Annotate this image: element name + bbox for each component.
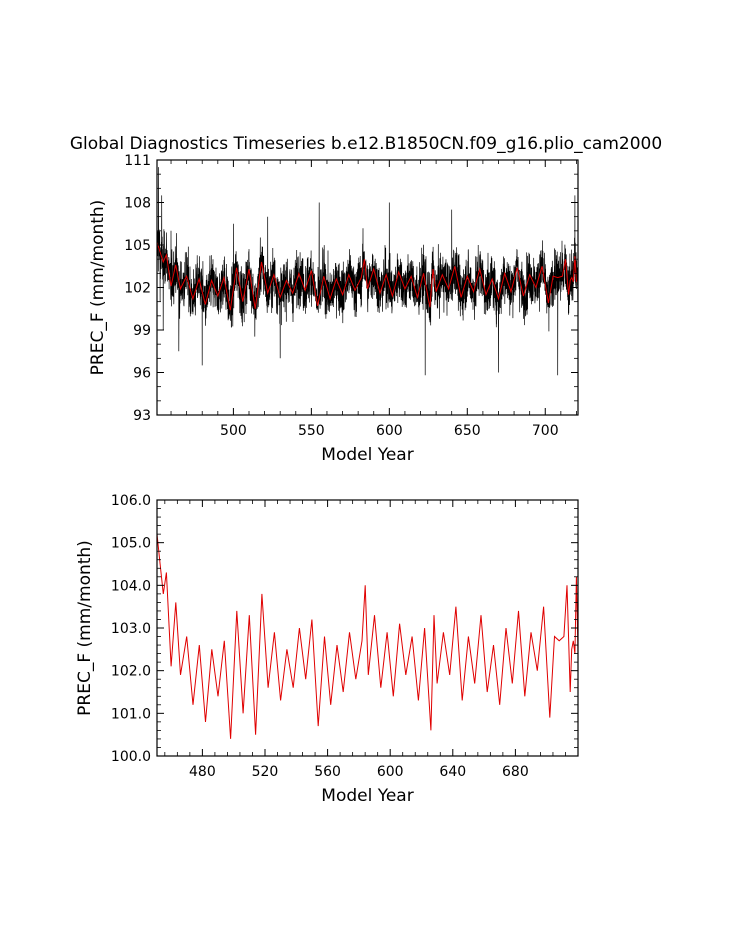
y-tick-label: 99 (133, 323, 151, 339)
y-tick-label: 96 (133, 366, 151, 382)
x-tick-label: 480 (189, 764, 216, 780)
x-tick-label: 500 (220, 423, 247, 439)
top-panel: 500 550 600 650 700 93 96 99 102 105 108 111 Model Y… (88, 153, 579, 465)
x-tick-label: 560 (314, 764, 341, 780)
x-tick-label: 600 (376, 423, 403, 439)
x-tick-label: 600 (377, 764, 404, 780)
series-line-monthly (156, 167, 579, 376)
y-tick-label: 101.0 (111, 706, 151, 722)
y-tick-label: 104.0 (111, 578, 151, 594)
figure-title: Global Diagnostics Timeseries b.e12.B185… (70, 134, 662, 154)
y-tick-label: 105.0 (111, 536, 151, 552)
x-tick-label: 640 (439, 764, 466, 780)
x-tick-label: 680 (502, 764, 529, 780)
x-axis-label: Model Year (321, 445, 413, 465)
y-tick-label: 105 (124, 238, 151, 254)
y-tick-label: 108 (124, 196, 151, 212)
series-line-annual (156, 242, 577, 311)
x-tick-label: 550 (298, 423, 325, 439)
y-tick-label: 102.0 (111, 664, 151, 680)
x-tick-label: 520 (252, 764, 279, 780)
x-tick-label: 700 (532, 423, 559, 439)
y-axis-label: PREC_F (mm/month) (75, 540, 95, 716)
bottom-panel: 480 520 560 600 640 680 100.0 101.0 102.0 103.0 10… (75, 493, 579, 806)
y-tick-label: 102 (124, 281, 151, 297)
x-tick-label: 650 (454, 423, 481, 439)
y-tick-label: 111 (124, 153, 151, 169)
y-axis-label: PREC_F (mm/month) (88, 200, 108, 376)
y-tick-label: 93 (133, 408, 151, 424)
y-tick-label: 103.0 (111, 621, 151, 637)
x-axis-label: Model Year (321, 786, 413, 806)
series-line-annual (156, 534, 579, 739)
y-tick-label: 106.0 (111, 493, 151, 509)
plot-frame (156, 499, 579, 757)
y-tick-label: 100.0 (111, 749, 151, 765)
